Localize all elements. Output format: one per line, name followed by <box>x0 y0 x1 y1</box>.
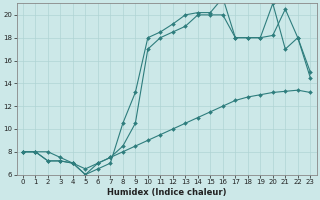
X-axis label: Humidex (Indice chaleur): Humidex (Indice chaleur) <box>107 188 226 197</box>
